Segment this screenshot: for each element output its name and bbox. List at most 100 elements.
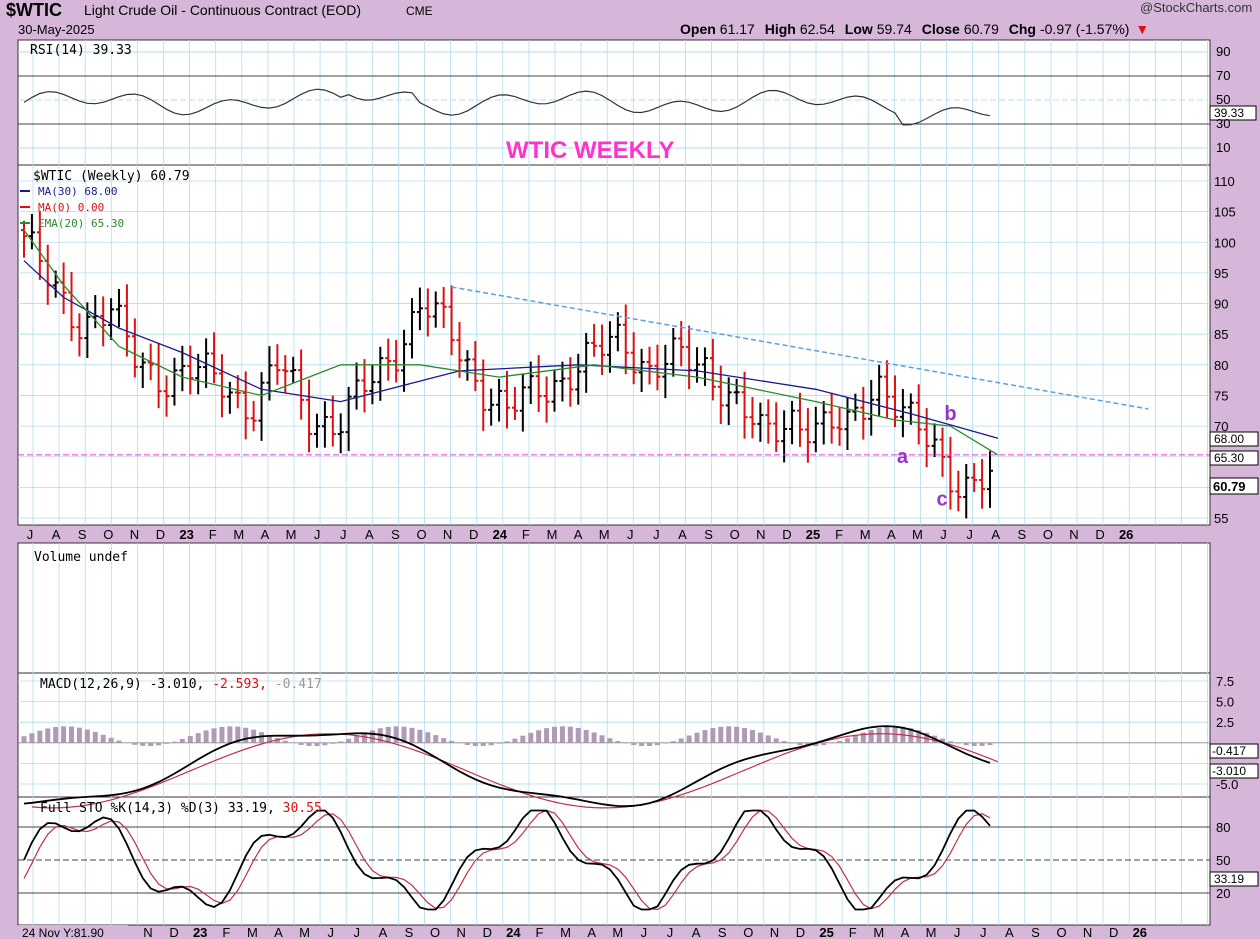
macd-hist-bar bbox=[108, 737, 114, 743]
x-axis-label: F bbox=[522, 527, 530, 542]
svg-text:-0.417: -0.417 bbox=[1212, 744, 1246, 758]
x-axis-label: O bbox=[1043, 527, 1053, 542]
macd-hist-bar bbox=[496, 742, 502, 744]
ema20-legend: EMA(20) 65.30 bbox=[38, 217, 124, 230]
price-bar bbox=[116, 288, 123, 328]
macd-hist-bar bbox=[924, 732, 930, 743]
macd-hist-bar bbox=[282, 740, 288, 743]
bottom-axis-label: D bbox=[1109, 925, 1118, 939]
x-axis-label: M bbox=[912, 527, 923, 542]
price-bar bbox=[622, 304, 629, 375]
svg-text:60.79: 60.79 bbox=[1213, 479, 1246, 494]
price-bar bbox=[361, 359, 368, 413]
macd-hist-bar bbox=[61, 726, 67, 743]
bottom-axis-label: D bbox=[483, 925, 492, 939]
x-axis-label: J bbox=[627, 527, 634, 542]
bottom-axis-label: A bbox=[692, 925, 701, 939]
macd-hist-bar bbox=[718, 726, 724, 743]
price-bar bbox=[844, 397, 851, 450]
macd-hist-bar bbox=[710, 728, 716, 743]
macd-hist-bar bbox=[69, 726, 75, 743]
price-bar bbox=[591, 324, 598, 357]
x-axis-label: 25 bbox=[806, 527, 820, 542]
bottom-axis-label: A bbox=[587, 925, 596, 939]
macd-hist-bar bbox=[132, 742, 138, 745]
close-badge: 60.79 bbox=[1209, 477, 1259, 495]
macd-hist-bar bbox=[742, 728, 748, 743]
bottom-axis-label: O bbox=[430, 925, 440, 939]
price-bar bbox=[313, 413, 320, 448]
sto-legend: Full STO %K(14,3) %D(3) 33.19, 30.55 bbox=[40, 801, 322, 816]
crosshair-readout: 24 Nov Y:81.90 bbox=[18, 925, 128, 939]
macd-hist-bar bbox=[346, 738, 352, 743]
macd-hist-bar bbox=[884, 726, 890, 743]
sto-tick-label: 50 bbox=[1216, 853, 1230, 868]
rsi-panel bbox=[23, 88, 991, 126]
macd-hist-bar bbox=[385, 726, 391, 743]
price-tick-label: 95 bbox=[1214, 266, 1228, 281]
macd-hist-bar bbox=[425, 732, 431, 743]
macd-hist-bar bbox=[179, 738, 185, 743]
x-axis-label: J bbox=[340, 527, 347, 542]
price-bar bbox=[456, 321, 463, 378]
ma0-legend: MA(0) 0.00 bbox=[38, 201, 104, 214]
x-axis-label: D bbox=[156, 527, 165, 542]
svg-text:-3.010: -3.010 bbox=[1212, 764, 1246, 778]
symbol-label: $WTIC bbox=[6, 0, 62, 20]
macd-panel bbox=[21, 725, 999, 809]
macd-hist-bar bbox=[670, 741, 676, 743]
price-bar bbox=[385, 338, 392, 381]
macd-hist-bar bbox=[53, 726, 59, 743]
sto-tick-label: 80 bbox=[1216, 820, 1230, 835]
description-label: Light Crude Oil - Continuous Contract (E… bbox=[84, 2, 361, 18]
price-bar bbox=[670, 327, 677, 377]
price-bar bbox=[28, 214, 35, 250]
macd-hist-bar bbox=[164, 742, 170, 744]
bottom-axis-label: 25 bbox=[819, 925, 833, 939]
macd-hist-bar bbox=[939, 738, 945, 743]
price-bar bbox=[416, 287, 423, 331]
x-axis-label: N bbox=[1069, 527, 1078, 542]
price-bar bbox=[836, 406, 843, 446]
bottom-axis-label: N bbox=[1083, 925, 1092, 939]
macd-hist-bar bbox=[559, 726, 565, 743]
ma30-badge: 68.00 bbox=[1209, 431, 1259, 447]
macd-hist-bar bbox=[156, 742, 162, 746]
macd-hist-bar bbox=[409, 727, 415, 743]
wave-label-a: a bbox=[897, 446, 909, 468]
macd-hist-bar bbox=[749, 730, 755, 743]
bottom-axis-label: J bbox=[980, 925, 987, 939]
price-tick-label: 70 bbox=[1214, 419, 1228, 434]
price-bar bbox=[511, 386, 518, 421]
macd-hist-bar bbox=[116, 740, 122, 743]
macd-hist-bar bbox=[583, 729, 589, 743]
x-axis-label: J bbox=[966, 527, 973, 542]
macd-hist-bar bbox=[528, 732, 534, 743]
macd-hist-bar bbox=[852, 735, 858, 743]
price-legend-title: $WTIC (Weekly) 60.79 bbox=[33, 169, 190, 184]
macd-hist-bar bbox=[92, 731, 98, 743]
macd-hist-bar bbox=[21, 736, 27, 743]
price-bar bbox=[812, 406, 819, 453]
x-axis-label: A bbox=[678, 527, 687, 542]
price-bar bbox=[543, 376, 550, 423]
macd-hist-bar bbox=[765, 735, 771, 743]
macd-hist-bar bbox=[844, 738, 850, 743]
price-panel-bg bbox=[17, 164, 1211, 526]
price-bar bbox=[646, 346, 653, 385]
rsi-badge: 39.33 bbox=[1209, 105, 1257, 121]
x-axis-label: S bbox=[391, 527, 400, 542]
macd-hist-bar bbox=[971, 742, 977, 747]
price-bar bbox=[36, 211, 43, 280]
macd-hist-bar bbox=[148, 742, 154, 747]
panels bbox=[17, 39, 1211, 926]
macd-hist-bar bbox=[544, 728, 550, 743]
macd-hist-bar bbox=[504, 741, 510, 743]
macd-tick-label: 2.5 bbox=[1216, 715, 1234, 730]
macd-hist-bar bbox=[979, 742, 985, 746]
price-bar bbox=[654, 344, 661, 391]
price-bar bbox=[234, 375, 241, 409]
macd-hist-bar bbox=[536, 730, 542, 743]
price-bar bbox=[876, 364, 883, 416]
macd-hist-bar bbox=[647, 742, 653, 747]
